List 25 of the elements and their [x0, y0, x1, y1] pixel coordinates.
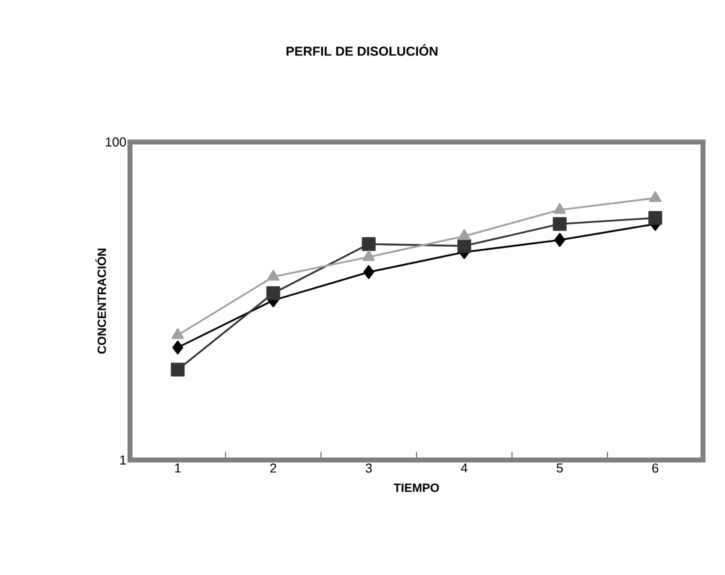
- point: [267, 270, 280, 281]
- point: [266, 286, 280, 300]
- x-tick-label: 2: [270, 464, 276, 473]
- x-tick-label: 6: [652, 464, 658, 473]
- x-tick-label: 5: [556, 464, 563, 473]
- point: [172, 328, 184, 340]
- point: [648, 211, 662, 225]
- point: [170, 362, 185, 377]
- chart-title: PERFIL DE DISOLUCIÓN: [286, 44, 438, 56]
- y-tick-label: 100: [106, 137, 126, 147]
- point: [554, 203, 566, 214]
- point: [457, 239, 472, 253]
- point: [363, 265, 374, 279]
- point: [362, 237, 376, 251]
- x-tick-label: 1: [175, 464, 181, 472]
- point: [362, 250, 375, 261]
- x-tick-label: 3: [366, 464, 372, 473]
- point: [649, 191, 662, 202]
- point: [554, 233, 566, 247]
- y-axis-title: CONCENTRACIÓN: [95, 248, 106, 354]
- point: [552, 217, 567, 231]
- x-axis-title: TIEMPO: [394, 484, 439, 492]
- x-tick-label: 4: [460, 464, 468, 472]
- point: [172, 340, 184, 354]
- point: [458, 229, 470, 240]
